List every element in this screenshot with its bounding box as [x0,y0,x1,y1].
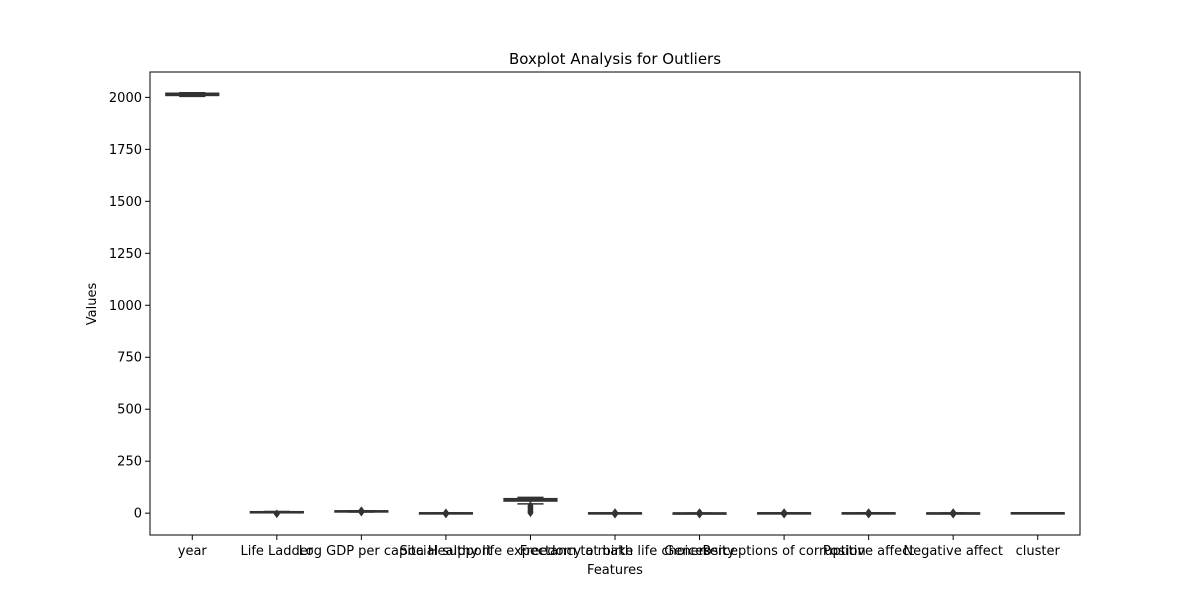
x-tick-label: Positive affect [823,544,914,559]
y-tick-label: 750 [117,351,142,366]
box-cluster [1010,512,1065,515]
y-axis-label: Values [85,283,100,326]
x-axis-label: Features [587,563,643,578]
y-tick-label: 500 [117,403,142,418]
box-social-support [418,508,474,519]
box-negative-affect [926,508,981,519]
y-tick-label: 0 [134,507,142,522]
x-tick-label: Negative affect [903,544,1003,559]
axes-layer: 0 250 500 750 1000 1250 1500 1750 2000 year Life L… [109,91,1061,559]
x-tick-label: Log GDP per capita [299,544,424,559]
x-tick-label: Life Ladder [241,544,314,559]
outlier-point [273,509,280,518]
outlier-point [950,508,957,517]
x-tick-label: Freedom to make life choices [520,544,711,559]
box-life-ladder [249,509,304,519]
box-freedom-to-make-life-choices [587,508,643,519]
plot-frame [149,71,1081,536]
outlier-point [358,506,365,515]
outlier-point [612,508,618,517]
boxes-layer [165,92,1065,519]
y-tick-label: 1500 [109,195,142,210]
box-log-gdp-per-capita [334,506,389,517]
box-perceptions-of-corruption [756,508,812,519]
chart-title: Boxplot Analysis for Outliers [509,50,721,68]
y-tick-label: 1250 [109,247,142,262]
y-tick-label: 250 [117,455,142,470]
box-positive-affect [841,508,896,519]
x-tick-label: year [178,544,208,559]
x-tick-label: Social support [400,544,493,559]
x-tick-label: Perceptions of corruption [702,544,865,559]
outlier-point [442,508,449,517]
outlier-point [696,508,703,517]
y-tick-label: 1000 [109,299,142,314]
outlier-point [865,508,872,517]
y-tick-label: 1750 [109,143,142,158]
box-healthy-life-expectancy-at-birth [503,496,558,518]
outlier-point [781,508,788,517]
y-tick-label: 2000 [109,91,142,106]
box-year [165,92,220,98]
box-generosity [672,508,727,519]
outlier-point [527,501,534,510]
x-tick-label: Generosity [664,544,735,559]
x-tick-label: cluster [1016,544,1061,559]
x-tick-label: Healthy life expectancy at birth [428,544,633,559]
